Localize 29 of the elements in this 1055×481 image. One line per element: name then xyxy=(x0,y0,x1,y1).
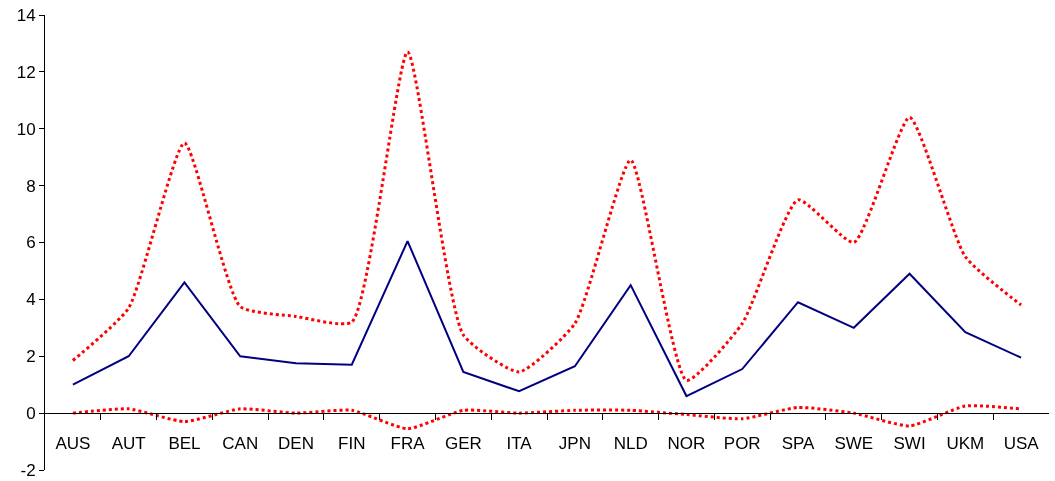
x-tick-label: POR xyxy=(723,433,761,453)
y-tick-label: 0 xyxy=(26,404,36,424)
y-tick-label: 2 xyxy=(26,347,36,367)
x-tick-label: SPA xyxy=(781,433,816,453)
x-tick-label: UKM xyxy=(946,433,985,453)
x-tick-label: AUS xyxy=(55,433,91,453)
x-tick-label: ITA xyxy=(506,433,533,453)
y-tick-label: -2 xyxy=(20,460,36,480)
x-tick-label: JPN xyxy=(558,433,591,453)
y-tick-label: 6 xyxy=(26,233,36,253)
x-tick-label: SWI xyxy=(893,433,926,453)
x-tick-label: FRA xyxy=(390,433,426,453)
x-tick-label: AUT xyxy=(111,433,146,453)
line-series xyxy=(71,240,1023,398)
x-tick-label: SWE xyxy=(834,433,874,453)
y-tick-label: 12 xyxy=(16,62,36,82)
x-tick-label: BEL xyxy=(168,433,201,453)
x-tick-label: NOR xyxy=(667,433,706,453)
y-tick-label: 14 xyxy=(16,5,36,25)
y-tick-label: 10 xyxy=(16,119,36,139)
x-tick-label: GER xyxy=(444,433,482,453)
x-tick-label: DEN xyxy=(278,433,314,453)
x-tick-label: CAN xyxy=(222,433,259,453)
y-tick-label: 4 xyxy=(26,290,36,310)
y-tick-label: 8 xyxy=(26,176,36,196)
x-tick-label: NLD xyxy=(613,433,648,453)
x-tick-label: FIN xyxy=(338,433,366,453)
line-series xyxy=(71,50,1023,382)
x-tick-label: USA xyxy=(1003,433,1040,453)
